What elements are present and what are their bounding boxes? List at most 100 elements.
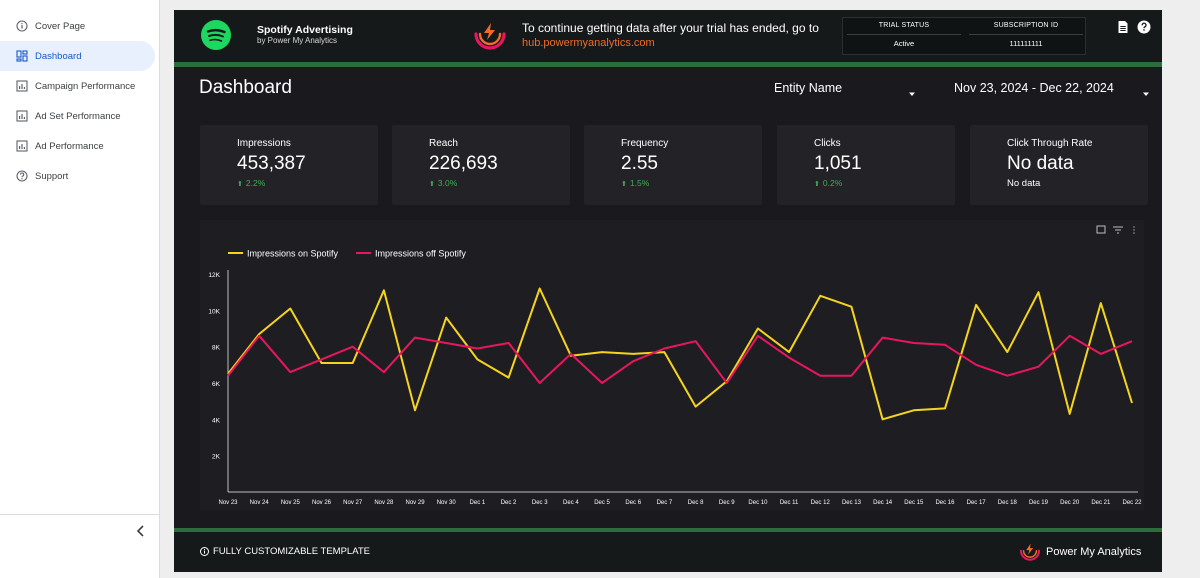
kpi-value: No data bbox=[1007, 153, 1074, 174]
document-icon[interactable] bbox=[1116, 20, 1130, 34]
kpi-delta: ⬆ 1.5% bbox=[621, 178, 649, 188]
series-line-on-spotify bbox=[227, 287, 1133, 421]
x-tick-label: Dec 14 bbox=[873, 500, 893, 506]
kpi-delta-value: 0.2% bbox=[822, 178, 843, 188]
sidebar-item-label: Support bbox=[35, 170, 69, 182]
y-tick-label: 2K bbox=[212, 454, 221, 461]
kpi-card-frequency: Frequency 2.55 ⬆ 1.5% bbox=[584, 125, 762, 205]
kpi-label: Click Through Rate bbox=[1007, 138, 1093, 149]
footer-brand[interactable]: Power My Analytics bbox=[1018, 543, 1141, 561]
x-tick-label: Nov 29 bbox=[406, 500, 426, 506]
sidebar-item-label: Dashboard bbox=[35, 50, 82, 62]
subscription-status-box: TRIAL STATUS Active SUBSCRIPTION ID 1111… bbox=[842, 17, 1086, 55]
x-tick-label: Dec 17 bbox=[967, 500, 987, 506]
x-tick-label: Dec 20 bbox=[1060, 500, 1080, 506]
filter-icon bbox=[1113, 226, 1123, 234]
y-tick-label: 4K bbox=[212, 417, 221, 424]
kpi-value: 2.55 bbox=[621, 153, 658, 174]
dashboard-icon bbox=[16, 50, 28, 62]
report-canvas: Spotify Advertising by Power My Analytic… bbox=[174, 10, 1162, 572]
kpi-card-click-through-rate: Click Through Rate No data No data bbox=[970, 125, 1148, 205]
sidebar-item-campaign-performance[interactable]: Campaign Performance bbox=[0, 71, 159, 101]
footer-note-text: FULLY CUSTOMIZABLE TEMPLATE bbox=[213, 546, 370, 557]
entity-name-filter[interactable]: Entity Name bbox=[774, 76, 916, 100]
subscription-id-value: 111111111 bbox=[1009, 39, 1043, 48]
x-tick-label: Dec 16 bbox=[935, 500, 955, 506]
info-icon bbox=[200, 547, 209, 556]
x-tick-label: Dec 4 bbox=[563, 500, 579, 506]
divider bbox=[969, 34, 1083, 35]
footer-note: FULLY CUSTOMIZABLE TEMPLATE bbox=[200, 546, 370, 557]
x-tick-label: Dec 11 bbox=[780, 500, 799, 506]
header-accent-line bbox=[174, 62, 1162, 67]
arrow-up-icon: ⬆ bbox=[237, 181, 243, 188]
sidebar-item-label: Campaign Performance bbox=[35, 80, 136, 92]
subscription-id-label: SUBSCRIPTION ID bbox=[993, 22, 1059, 29]
kpi-delta-value: 2.2% bbox=[245, 178, 266, 188]
arrow-up-icon: ⬆ bbox=[814, 181, 820, 188]
brand-subtitle: by Power My Analytics bbox=[257, 36, 338, 45]
x-tick-label: Dec 15 bbox=[904, 500, 924, 506]
y-tick-label: 8K bbox=[212, 345, 221, 352]
power-my-analytics-logo-icon bbox=[1018, 543, 1042, 561]
trial-message: To continue getting data after your tria… bbox=[522, 21, 819, 35]
x-tick-label: Nov 26 bbox=[312, 500, 332, 506]
sidebar-item-ad-set-performance[interactable]: Ad Set Performance bbox=[0, 101, 159, 131]
x-tick-label: Nov 25 bbox=[281, 500, 301, 506]
export-icon bbox=[1096, 225, 1106, 234]
report-footer: FULLY CUSTOMIZABLE TEMPLATE Power My Ana… bbox=[174, 528, 1162, 572]
bar-chart-icon bbox=[16, 110, 28, 122]
y-tick-label: 10K bbox=[208, 308, 220, 315]
x-tick-label: Dec 2 bbox=[501, 500, 517, 506]
trial-status-value: Active bbox=[893, 39, 915, 48]
trial-status: TRIAL STATUS Active bbox=[843, 18, 965, 48]
x-tick-label: Dec 21 bbox=[1091, 500, 1111, 506]
x-tick-label: Dec 8 bbox=[688, 500, 704, 506]
sidebar-item-label: Ad Performance bbox=[35, 140, 104, 152]
trial-status-label: TRIAL STATUS bbox=[878, 22, 930, 29]
entity-name-filter-label: Entity Name bbox=[774, 81, 843, 95]
spotify-logo-icon bbox=[201, 20, 231, 50]
legend-label: Impressions off Spotify bbox=[375, 249, 466, 259]
kpi-label: Impressions bbox=[237, 138, 291, 149]
x-tick-label: Nov 28 bbox=[374, 500, 394, 506]
x-tick-label: Nov 24 bbox=[250, 500, 270, 506]
sidebar-item-support[interactable]: Support bbox=[0, 161, 159, 191]
help-icon bbox=[16, 170, 28, 182]
sidebar-item-ad-performance[interactable]: Ad Performance bbox=[0, 131, 159, 161]
sidebar-item-cover-page[interactable]: Cover Page bbox=[0, 11, 159, 41]
x-tick-label: Dec 12 bbox=[811, 500, 831, 506]
y-tick-label: 6K bbox=[212, 381, 221, 388]
trial-link[interactable]: hub.powermyanalytics.com bbox=[522, 37, 655, 49]
sidebar-item-label: Ad Set Performance bbox=[35, 110, 121, 122]
kpi-sub-value: No data bbox=[1007, 178, 1041, 189]
kpi-delta: ⬆ 0.2% bbox=[814, 178, 842, 188]
kpi-card-impressions: Impressions 453,387 ⬆ 2.2% bbox=[200, 125, 378, 205]
sidebar: Cover Page Dashboard Campaign Performanc… bbox=[0, 0, 160, 578]
page-title: Dashboard bbox=[199, 77, 292, 98]
report-header: Spotify Advertising by Power My Analytic… bbox=[174, 10, 1162, 62]
kpi-delta-value: 3.0% bbox=[437, 178, 458, 188]
date-range-picker[interactable]: Nov 23, 2024 - Dec 22, 2024 bbox=[954, 76, 1150, 100]
x-tick-label: Nov 27 bbox=[343, 500, 363, 506]
kpi-card-clicks: Clicks 1,051 ⬆ 0.2% bbox=[777, 125, 955, 205]
kpi-label: Clicks bbox=[814, 138, 841, 149]
info-icon bbox=[16, 20, 28, 32]
x-tick-label: Dec 3 bbox=[532, 500, 548, 506]
x-tick-label: Dec 19 bbox=[1029, 500, 1049, 506]
x-tick-label: Dec 9 bbox=[719, 500, 735, 506]
kpi-value: 453,387 bbox=[237, 153, 306, 174]
kpi-label: Reach bbox=[429, 138, 458, 149]
x-tick-label: Nov 30 bbox=[437, 500, 457, 506]
divider bbox=[847, 34, 961, 35]
bar-chart-icon bbox=[16, 140, 28, 152]
x-tick-label: Nov 23 bbox=[218, 500, 238, 506]
sidebar-item-dashboard[interactable]: Dashboard bbox=[0, 41, 155, 71]
kpi-value: 1,051 bbox=[814, 153, 862, 174]
arrow-up-icon: ⬆ bbox=[429, 181, 435, 188]
x-tick-label: Dec 7 bbox=[657, 500, 673, 506]
kpi-value: 226,693 bbox=[429, 153, 498, 174]
x-tick-label: Dec 10 bbox=[748, 500, 768, 506]
help-icon[interactable] bbox=[1137, 20, 1151, 34]
chevron-left-icon[interactable] bbox=[134, 523, 148, 539]
